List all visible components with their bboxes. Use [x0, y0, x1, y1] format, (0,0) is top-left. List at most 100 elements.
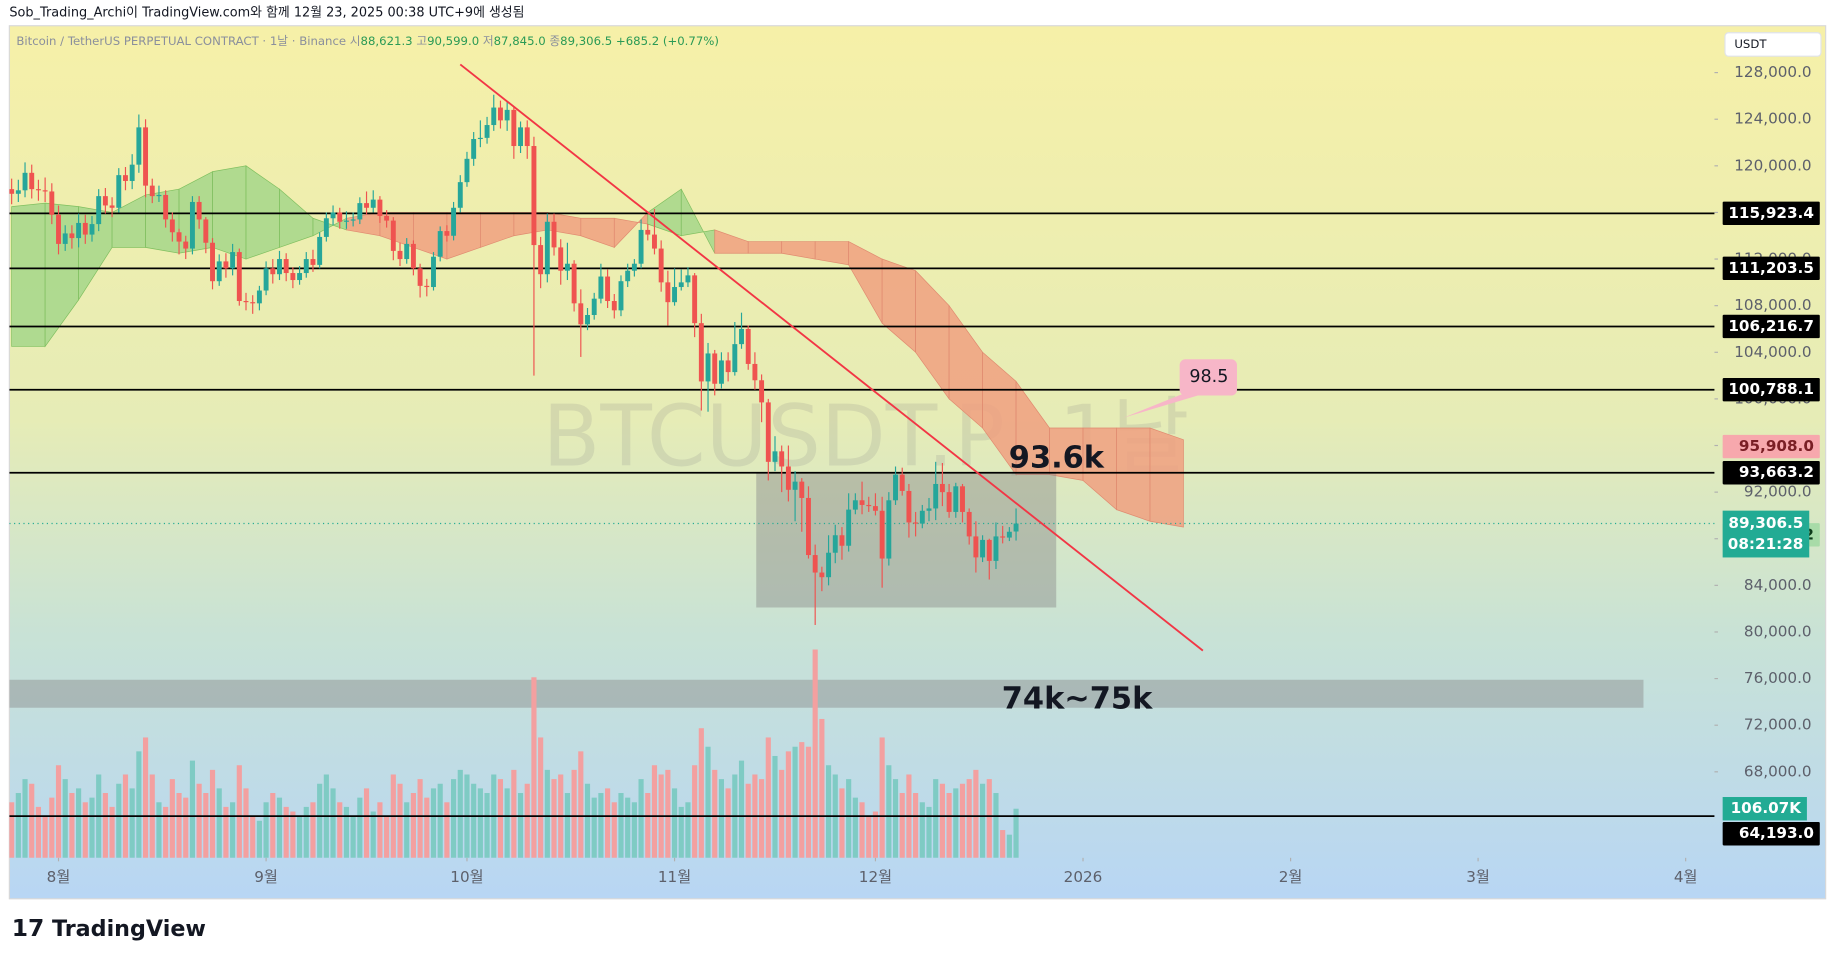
volume-bar	[544, 769, 550, 858]
volume-bar	[718, 779, 725, 858]
candle-body	[457, 182, 463, 208]
candle-body	[96, 196, 102, 225]
candle-body	[404, 243, 410, 260]
volume-bar	[538, 737, 544, 858]
volume-bar	[484, 793, 490, 858]
cloud-segment	[1149, 427, 1184, 528]
currency-button[interactable]	[1724, 32, 1822, 57]
volume-bar	[631, 802, 637, 858]
volume-bar	[477, 788, 483, 858]
zone	[9, 679, 1644, 708]
candle-body	[343, 220, 349, 222]
legend: Bitcoin / TetherUS PERPETUAL CONTRACT · …	[16, 33, 719, 47]
y-tick-label: 104,000.0	[1734, 343, 1811, 361]
annotation: 93.6k	[1009, 440, 1105, 475]
candle-body	[169, 219, 175, 233]
candle-body	[551, 221, 557, 248]
candle-body	[223, 261, 229, 269]
candle-body	[370, 199, 376, 208]
candle-body	[149, 185, 155, 197]
callout	[1179, 359, 1237, 396]
candle-body	[397, 250, 403, 260]
change: +685.2	[616, 33, 659, 47]
candle-body	[56, 214, 61, 244]
candle-body	[22, 172, 28, 191]
volume-bar	[645, 793, 651, 858]
candle-body	[846, 509, 852, 546]
candle-body	[591, 298, 597, 315]
candle-body	[424, 285, 430, 288]
volume-bar	[959, 783, 966, 858]
volume-bar	[852, 797, 858, 858]
candle-body	[243, 301, 249, 303]
candle-body	[772, 451, 778, 462]
volume-bar	[578, 751, 584, 858]
volume-bar	[812, 649, 818, 858]
volume-bar	[531, 677, 537, 858]
candle-body	[390, 220, 396, 251]
candle-body	[692, 275, 698, 324]
volume-bar	[189, 760, 196, 858]
candle-body	[263, 268, 269, 291]
volume-bar	[765, 737, 771, 858]
candle-body	[250, 302, 256, 304]
candle-body	[136, 127, 142, 165]
volume-tag: 106.07K	[1731, 799, 1803, 817]
volume-bar	[290, 811, 296, 858]
candle-body	[437, 231, 443, 257]
volume-bar	[163, 806, 169, 858]
x-tick-label: 2월	[1279, 868, 1303, 886]
volume-bar	[310, 802, 316, 858]
volume-bar	[437, 783, 443, 858]
volume-bar	[524, 783, 530, 858]
candle-body	[123, 175, 128, 181]
candle-body	[759, 380, 765, 403]
volume-bar	[263, 802, 269, 858]
candle-body	[638, 229, 644, 264]
candle-body	[899, 474, 905, 491]
level-label: 93,663.2	[1739, 463, 1814, 481]
level-label-bg	[1722, 256, 1820, 281]
volume-tag-bg	[1722, 797, 1807, 821]
candle-body	[35, 189, 41, 191]
volume-bar	[156, 802, 162, 858]
candle-body	[993, 536, 999, 561]
logo-mark: 17	[12, 914, 45, 942]
legend-value: 87,845.0	[494, 33, 546, 47]
candle-body	[189, 201, 195, 249]
candle-body	[357, 203, 363, 220]
candle-body	[564, 263, 570, 271]
volume-bar	[444, 802, 450, 858]
candle-body	[946, 492, 952, 512]
volume-bar	[29, 783, 35, 858]
volume-bar	[430, 788, 437, 858]
candle-body	[886, 500, 892, 559]
volume-bar	[571, 769, 577, 858]
x-tick-label: 3월	[1466, 868, 1490, 886]
y-tick-label: 84,000.0	[1744, 576, 1812, 594]
candle-body	[906, 490, 912, 523]
volume-bar	[256, 820, 262, 858]
volume-bar	[209, 769, 216, 858]
volume-bar	[738, 760, 745, 858]
candle-body	[986, 539, 992, 561]
volume-bar	[591, 797, 597, 858]
volume-bar	[966, 779, 972, 858]
candle-body	[718, 360, 724, 384]
candle-body	[102, 196, 108, 206]
candle-body	[216, 261, 222, 282]
symbol: Bitcoin / TetherUS PERPETUAL CONTRACT · …	[16, 33, 346, 47]
candle-body	[129, 164, 135, 181]
currency[interactable]: USDT	[1734, 37, 1767, 51]
candle-body	[752, 363, 758, 381]
volume-bar	[22, 779, 28, 858]
logo-text: TradingView	[52, 916, 206, 942]
candle-body	[658, 248, 664, 283]
level-label-bg	[1722, 461, 1820, 485]
volume-bar	[792, 746, 798, 858]
candle-body	[524, 127, 530, 147]
candle-body	[49, 191, 55, 215]
candle-body	[832, 535, 838, 553]
candle-body	[585, 314, 590, 325]
